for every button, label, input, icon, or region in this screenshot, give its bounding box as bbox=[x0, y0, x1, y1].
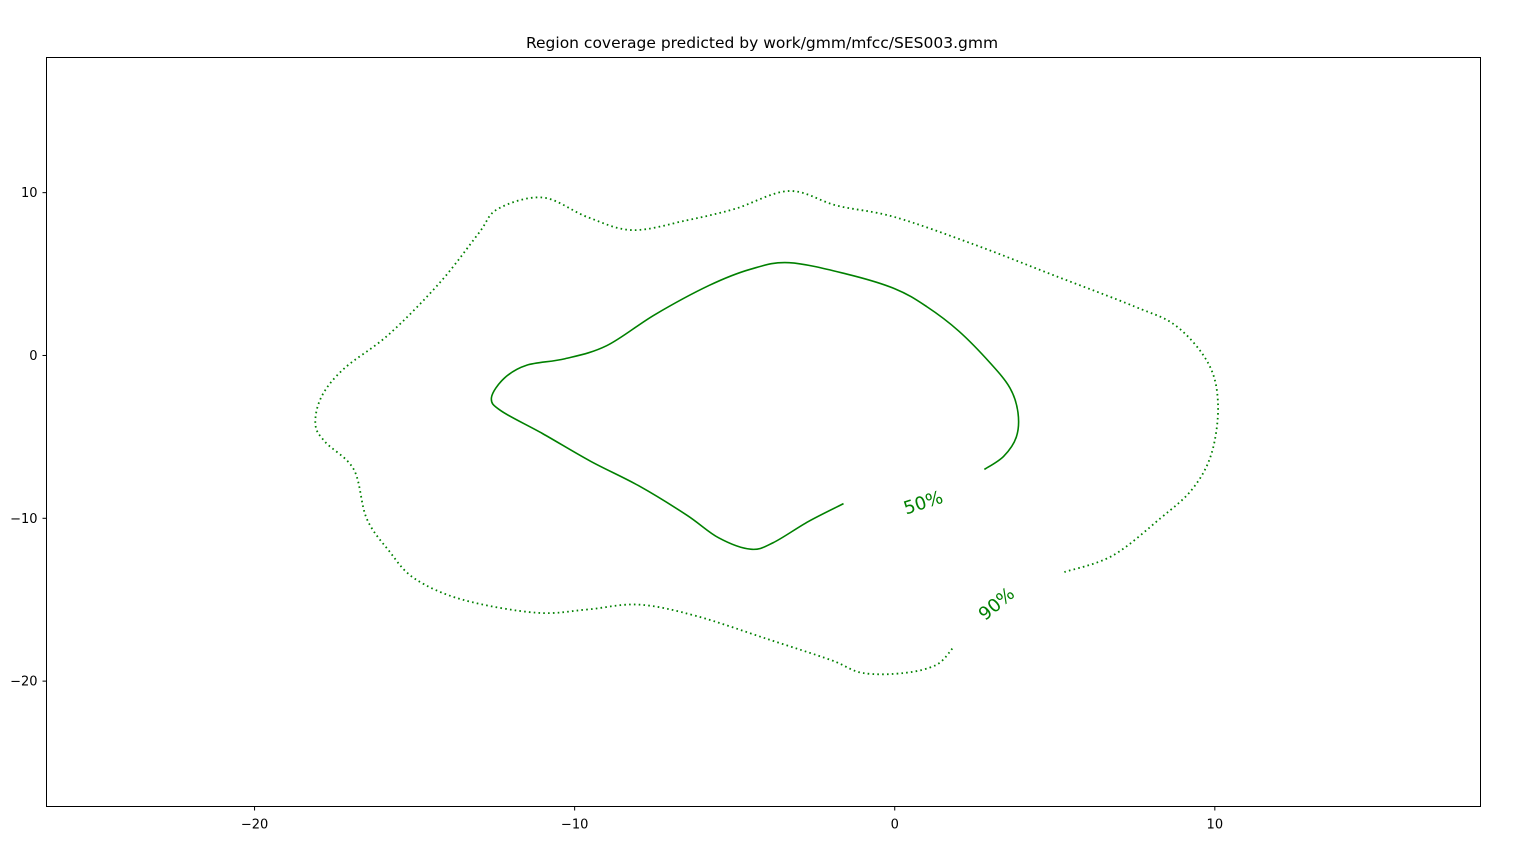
chart-title: Region coverage predicted by work/gmm/mf… bbox=[526, 34, 998, 52]
y-tick-label: −10 bbox=[10, 512, 37, 527]
x-tick-label: −10 bbox=[561, 818, 588, 833]
x-tick-label: 10 bbox=[1207, 818, 1224, 833]
x-tick-label: −20 bbox=[241, 818, 268, 833]
y-tick-label: 10 bbox=[21, 186, 38, 201]
x-axis-ticks: −20 −10 0 10 bbox=[241, 806, 1224, 833]
contour-50-line bbox=[490, 261, 1020, 551]
x-tick-label: 0 bbox=[891, 818, 899, 833]
plot-frame bbox=[46, 57, 1481, 807]
y-tick-label: −20 bbox=[10, 675, 37, 690]
contour-90-line bbox=[314, 190, 1219, 676]
y-tick-label: 0 bbox=[29, 349, 37, 364]
y-axis-ticks: 10 0 −10 −20 bbox=[10, 186, 47, 690]
